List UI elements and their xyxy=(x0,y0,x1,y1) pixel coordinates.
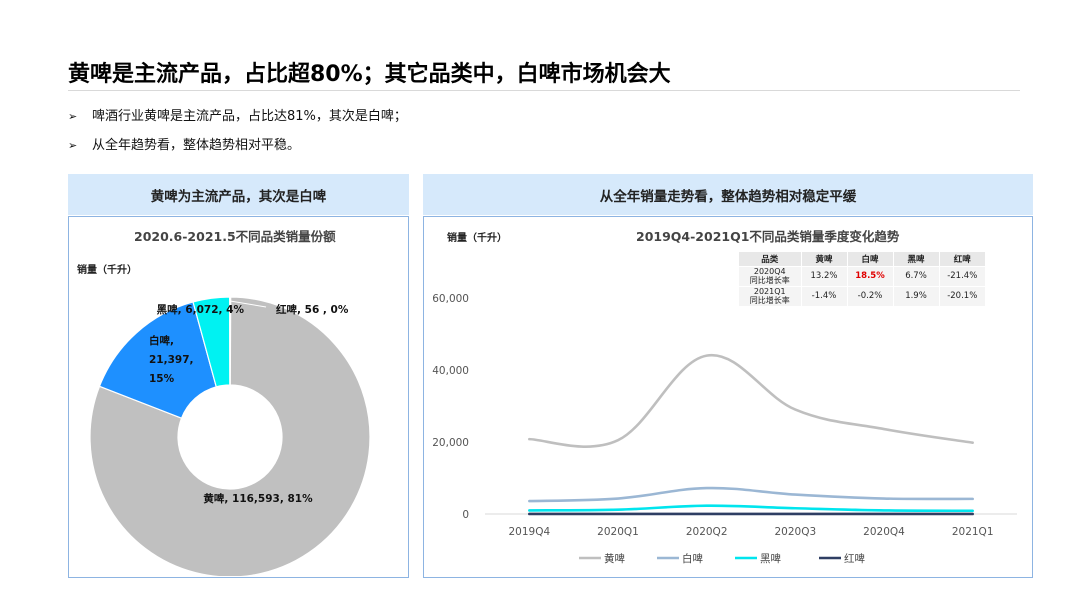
y-tick-label: 40,000 xyxy=(432,365,469,377)
donut-leader-line xyxy=(230,300,267,308)
left-panel-header: 黄啤为主流产品，其次是白啤 xyxy=(68,174,409,215)
series-line-1 xyxy=(528,486,974,503)
donut-chart-title: 2020.6-2021.5不同品类销量份额 xyxy=(134,229,336,244)
legend-label: 红啤 xyxy=(844,552,865,565)
donut-slice-3 xyxy=(229,296,232,386)
growth-rate-table: 品类 黄啤 白啤 黑啤 红啤 2020Q4 同比增长率 13.2% 18.5% 6… xyxy=(739,252,985,306)
row-label-metric: 同比增长率 xyxy=(749,296,790,306)
x-tick-label: 2020Q1 xyxy=(597,526,639,538)
table-header-cell: 红啤 xyxy=(938,252,985,266)
donut-chart: 黄啤, 116,593, 81% 白啤, 21,397, 15% 黑啤, 6,072, … xyxy=(89,296,371,576)
y-tick-label: 0 xyxy=(462,509,469,521)
title-divider xyxy=(68,90,1020,91)
legend-label: 黑啤 xyxy=(760,553,781,565)
bullet-item: ➢ 啤酒行业黄啤是主流产品，占比达81%，其次是白啤； xyxy=(68,105,407,124)
y-tick-label: 60,000 xyxy=(432,293,469,305)
table-header-row: 品类 黄啤 白啤 黑啤 红啤 xyxy=(739,252,985,266)
x-tick-label: 2021Q1 xyxy=(952,526,994,538)
row-label-period: 2021Q1 xyxy=(753,287,786,297)
bullet-item: ➢ 从全年趋势看，整体趋势相对平稳。 xyxy=(68,134,300,153)
bullet-arrow-icon: ➢ xyxy=(68,110,78,123)
bullet-text: 从全年趋势看，整体趋势相对平稳。 xyxy=(92,138,301,153)
table-cell: 1.9% xyxy=(892,285,939,306)
row-label-period: 2020Q4 xyxy=(753,267,786,276)
donut-slice-1 xyxy=(98,301,218,419)
table-cell: 6.7% xyxy=(892,265,939,286)
x-tick-label: 2020Q2 xyxy=(686,526,728,538)
donut-label-white: 21,397, xyxy=(149,354,194,366)
donut-label-white: 15% xyxy=(149,373,175,385)
table-cell: -1.4% xyxy=(800,285,847,306)
row-label-metric: 同比增长率 xyxy=(749,276,790,285)
table-row-label: 2020Q4 同比增长率 xyxy=(739,265,801,286)
x-tick-label: 2020Q3 xyxy=(774,526,816,538)
table-row-label: 2021Q1 同比增长率 xyxy=(739,285,801,306)
table-cell-highlight: 18.5% xyxy=(846,265,893,286)
table-cell: -21.4% xyxy=(938,265,985,286)
y-tick-label: 20,000 xyxy=(432,437,469,449)
donut-label-black: 黑啤, 6,072, 4% xyxy=(157,303,245,316)
donut-label-white: 白啤, xyxy=(149,334,174,347)
table-header-cell: 黄啤 xyxy=(800,252,847,266)
page-title: 黄啤是主流产品，占比超80%；其它品类中，白啤市场机会大 xyxy=(68,62,671,87)
series-line-0 xyxy=(528,354,974,448)
series-line-2 xyxy=(528,504,974,513)
table-row: 2021Q1 同比增长率 -1.4% -0.2% 1.9% -20.1% xyxy=(739,285,985,306)
donut-unit-label: 销量（千升） xyxy=(77,265,137,276)
table-row: 2020Q4 同比增长率 13.2% 18.5% 6.7% -21.4% xyxy=(739,265,985,286)
legend-label: 黄啤 xyxy=(604,552,625,565)
x-tick-label: 2019Q4 xyxy=(508,526,550,538)
donut-slice-0 xyxy=(89,296,371,576)
line-chart: 0 20,000 40,000 60,000 2019Q4 2020Q1 2020Q2 202… xyxy=(432,293,1017,565)
table-header-cell: 白啤 xyxy=(846,252,893,266)
x-tick-label: 2020Q4 xyxy=(863,526,905,538)
bullet-text: 啤酒行业黄啤是主流产品，占比达81%，其次是白啤； xyxy=(92,109,407,124)
donut-label-yellow: 黄啤, 116,593, 81% xyxy=(203,492,313,505)
line-chart-title: 2019Q4-2021Q1不同品类销量季度变化趋势 xyxy=(636,229,900,244)
line-unit-label: 销量（千升） xyxy=(447,233,507,244)
donut-label-red: 红啤, 56 , 0% xyxy=(276,303,349,316)
bullet-arrow-icon: ➢ xyxy=(68,139,78,152)
table-header-cell: 黑啤 xyxy=(892,252,939,266)
legend-label: 白啤 xyxy=(682,552,703,565)
right-panel-header: 从全年销量走势看，整体趋势相对稳定平缓 xyxy=(423,174,1033,215)
table-cell: -0.2% xyxy=(846,285,893,306)
table-header-cell: 品类 xyxy=(739,252,801,266)
table-cell: 13.2% xyxy=(800,265,847,286)
table-cell: -20.1% xyxy=(938,285,985,306)
